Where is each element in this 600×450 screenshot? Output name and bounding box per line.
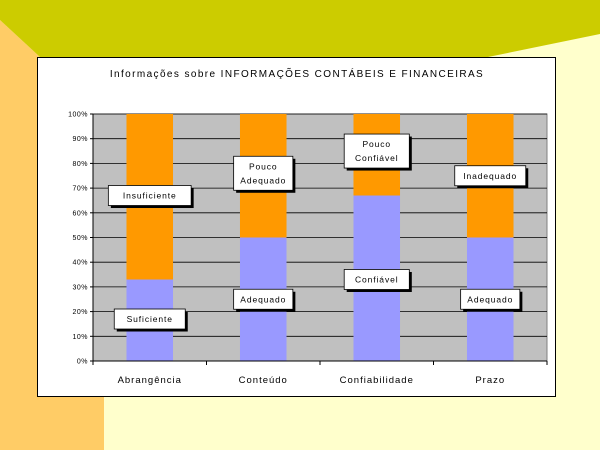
annotation-box	[107, 185, 192, 206]
x-axis-ticks: Abrangência Conteúdo Confiabilidade Prazo	[92, 361, 548, 386]
y-tick-label: 10%	[72, 334, 88, 341]
annotation-label: Confiável	[343, 269, 412, 292]
y-tick-label: 50%	[72, 235, 88, 242]
y-tick-label: 80%	[72, 161, 88, 168]
annotation-text: Pouco	[249, 161, 278, 171]
annotation-label: Insuficiente	[107, 185, 194, 209]
y-tick-label: 40%	[72, 260, 88, 267]
annotation-text: Insuficiente	[123, 191, 177, 201]
annotation-text: Confiável	[355, 153, 399, 163]
x-tick-label: Abrangência	[118, 375, 182, 386]
y-tick-label: 0%	[77, 359, 88, 366]
annotation-label: Adequado	[460, 288, 523, 312]
y-tick-label: 100%	[68, 112, 88, 119]
annotation-box	[343, 269, 410, 290]
y-tick-label: 20%	[72, 309, 88, 316]
annotation-text: Adequado	[240, 294, 286, 304]
annotation-box	[454, 165, 527, 187]
y-tick-label: 60%	[72, 210, 88, 217]
annotation-label: Suficiente	[113, 308, 188, 332]
stacked-bar-chart: Informações sobre INFORMAÇÕES CONTÁBEIS …	[68, 67, 548, 386]
y-tick-label: 70%	[72, 186, 88, 193]
y-tick-label: 90%	[72, 136, 88, 143]
annotation-text: Pouco	[362, 139, 391, 149]
x-tick-label: Conteúdo	[239, 375, 288, 386]
annotation-label: Pouco Confiável	[343, 133, 412, 171]
y-axis-ticks: 0% 10% 20% 30% 40% 50% 60% 70% 80% 90% 100%	[68, 112, 93, 366]
annotation-box	[233, 288, 294, 310]
x-tick-label: Prazo	[475, 375, 505, 386]
annotation-label: Adequado	[233, 288, 296, 312]
top-decorative-wedge	[0, 0, 600, 57]
annotation-text: Suficiente	[127, 314, 173, 324]
chart-title: Informações sobre INFORMAÇÕES CONTÁBEIS …	[110, 67, 484, 80]
annotation-label: Pouco Adequado	[233, 155, 296, 193]
annotation-box	[233, 155, 294, 191]
annotation-text: Adequado	[240, 175, 286, 185]
annotation-box	[113, 308, 186, 330]
annotation-box	[343, 133, 410, 169]
annotation-label: Inadequado	[454, 165, 529, 189]
annotation-box	[460, 288, 521, 310]
annotation-text: Inadequado	[463, 171, 517, 181]
annotations: Suficiente Insuficiente Adequado Pouco Adequ…	[107, 133, 529, 332]
annotation-text: Adequado	[467, 294, 513, 304]
annotation-text: Confiável	[355, 275, 399, 285]
y-tick-label: 30%	[72, 284, 88, 291]
x-tick-label: Confiabilidade	[340, 375, 414, 386]
